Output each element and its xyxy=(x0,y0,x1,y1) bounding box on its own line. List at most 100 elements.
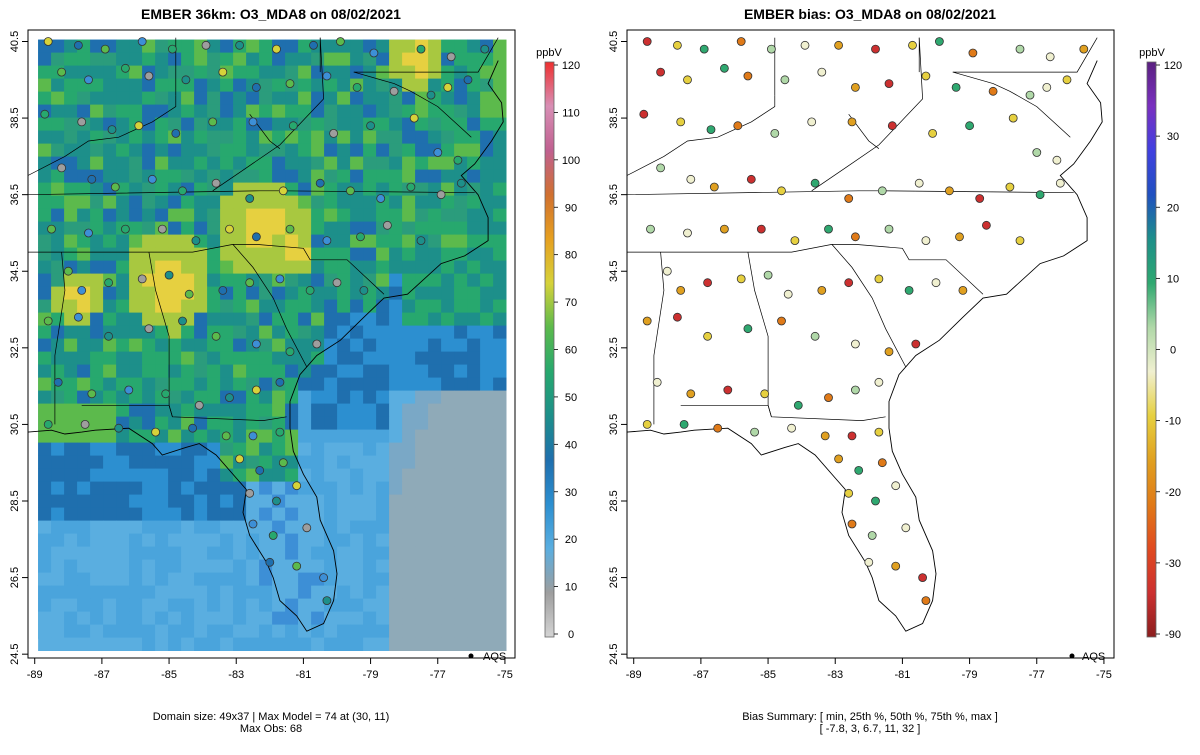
observation-site-marker xyxy=(84,75,93,85)
colorbar-tick-label: 40 xyxy=(565,439,577,451)
right-aqs-legend-label: AQS xyxy=(1082,651,1105,663)
observation-site-marker xyxy=(335,37,345,46)
bias-site-marker xyxy=(918,573,927,582)
observation-site-marker xyxy=(275,377,285,387)
bias-site-marker xyxy=(975,194,985,203)
bias-site-marker xyxy=(683,228,692,238)
observation-site-marker xyxy=(184,289,194,299)
observation-site-marker xyxy=(121,63,130,73)
observation-site-marker xyxy=(201,40,211,50)
observation-site-marker xyxy=(107,125,117,135)
bias-site-marker xyxy=(844,488,854,498)
left-x-axis: -89 -87 -85 -83 -81 -79 -77 -75 xyxy=(27,658,513,681)
colorbar-tick-label: 20 xyxy=(565,534,577,546)
observation-site-marker xyxy=(433,148,443,157)
bias-site-marker xyxy=(1042,83,1052,92)
bias-site-marker xyxy=(770,128,780,138)
x-tick-label: -89 xyxy=(27,669,43,681)
bias-site-marker xyxy=(642,37,652,46)
right-aqs-legend-dot xyxy=(1069,653,1075,659)
colorbar-tick-label: 60 xyxy=(565,345,577,357)
left-observation-sites xyxy=(40,37,490,605)
observation-site-marker xyxy=(74,40,83,50)
bias-site-marker xyxy=(847,519,857,529)
right-colorbar-unit: ppbV xyxy=(1139,47,1165,59)
bias-site-marker xyxy=(904,285,914,295)
x-tick-label: -87 xyxy=(94,669,110,681)
bias-site-marker xyxy=(958,285,968,295)
bias-site-marker xyxy=(1045,52,1055,62)
bias-site-marker xyxy=(713,423,723,433)
bias-site-marker xyxy=(780,75,790,85)
state-boundary xyxy=(353,37,499,73)
state-boundary xyxy=(81,404,287,421)
bias-site-marker xyxy=(887,121,897,131)
colorbar-tick-label: 120 xyxy=(1164,60,1182,72)
observation-site-marker xyxy=(208,117,218,127)
bias-site-marker xyxy=(874,274,884,284)
left-map-panel: EMBER 36km: O3_MDA8 on 08/02/2021 -89 -87… xyxy=(9,6,516,735)
left-y-axis: 24.5 26.5 28.5 30.5 32.5 34.5 36.5 38.5 40.5 xyxy=(9,31,28,665)
colorbar-tick-label: 30 xyxy=(1167,131,1179,143)
observation-site-marker xyxy=(121,224,130,234)
right-colorbar: ppbV 120 30 20 10 0 -10 -20 -30 -90 xyxy=(1139,47,1182,641)
observation-site-marker xyxy=(134,121,144,131)
state-boundary xyxy=(28,95,177,176)
left-colorbar: ppbV 0 10 20 30 40 50 60 70 80 90 100 110 120 xyxy=(536,47,580,641)
y-tick-label: 40.5 xyxy=(608,31,620,52)
bias-site-marker xyxy=(736,274,746,284)
observation-site-marker xyxy=(144,71,154,81)
y-tick-label: 30.5 xyxy=(608,414,620,435)
bias-site-marker xyxy=(642,419,652,429)
bias-site-marker xyxy=(736,37,746,46)
bias-site-marker xyxy=(767,44,776,54)
bias-site-marker xyxy=(968,48,978,58)
x-tick-label: -83 xyxy=(228,669,244,681)
observation-site-marker xyxy=(312,339,322,349)
bias-site-marker xyxy=(824,224,833,234)
observation-site-marker xyxy=(43,419,53,429)
observation-site-marker xyxy=(171,128,181,138)
observation-site-marker xyxy=(352,83,362,92)
right-map-panel: EMBER bias: O3_MDA8 on 08/02/2021 -89 -87… xyxy=(608,6,1115,735)
observation-site-marker xyxy=(211,178,221,188)
bias-site-marker xyxy=(921,596,931,605)
observation-site-marker xyxy=(191,236,201,246)
observation-site-marker xyxy=(285,347,295,357)
observation-site-marker xyxy=(382,220,392,230)
observation-site-marker xyxy=(84,228,93,238)
bias-site-marker xyxy=(686,389,696,399)
coastline xyxy=(627,60,1103,632)
state-boundary xyxy=(811,37,923,192)
bias-site-marker xyxy=(656,67,665,77)
observation-site-marker xyxy=(218,285,228,295)
left-title: EMBER 36km: O3_MDA8 on 08/02/2021 xyxy=(141,6,401,22)
y-tick-label: 40.5 xyxy=(9,31,21,52)
bias-site-marker xyxy=(756,224,766,234)
bias-site-marker xyxy=(851,339,860,349)
observation-site-marker xyxy=(248,117,258,127)
observation-site-marker xyxy=(47,224,56,234)
observation-site-marker xyxy=(151,427,161,437)
observation-site-marker xyxy=(416,44,426,54)
observation-site-marker xyxy=(389,86,399,96)
observation-site-marker xyxy=(453,155,463,165)
bias-site-marker xyxy=(790,236,800,246)
x-tick-label: -87 xyxy=(693,669,709,681)
bias-site-marker xyxy=(988,86,998,96)
bias-site-marker xyxy=(877,458,887,468)
state-boundary xyxy=(831,244,907,368)
bias-site-marker xyxy=(676,117,686,127)
observation-site-marker xyxy=(40,109,50,119)
observation-site-marker xyxy=(272,44,281,54)
y-tick-label: 30.5 xyxy=(9,414,21,435)
observation-site-marker xyxy=(100,44,110,54)
observation-site-marker xyxy=(43,316,53,326)
observation-site-marker xyxy=(369,48,379,58)
observation-site-marker xyxy=(268,531,278,540)
observation-site-marker xyxy=(272,496,281,506)
bias-site-marker xyxy=(851,232,860,242)
observation-site-marker xyxy=(251,339,261,349)
left-aqs-legend-label: AQS xyxy=(483,651,506,663)
observation-site-marker xyxy=(114,423,124,433)
